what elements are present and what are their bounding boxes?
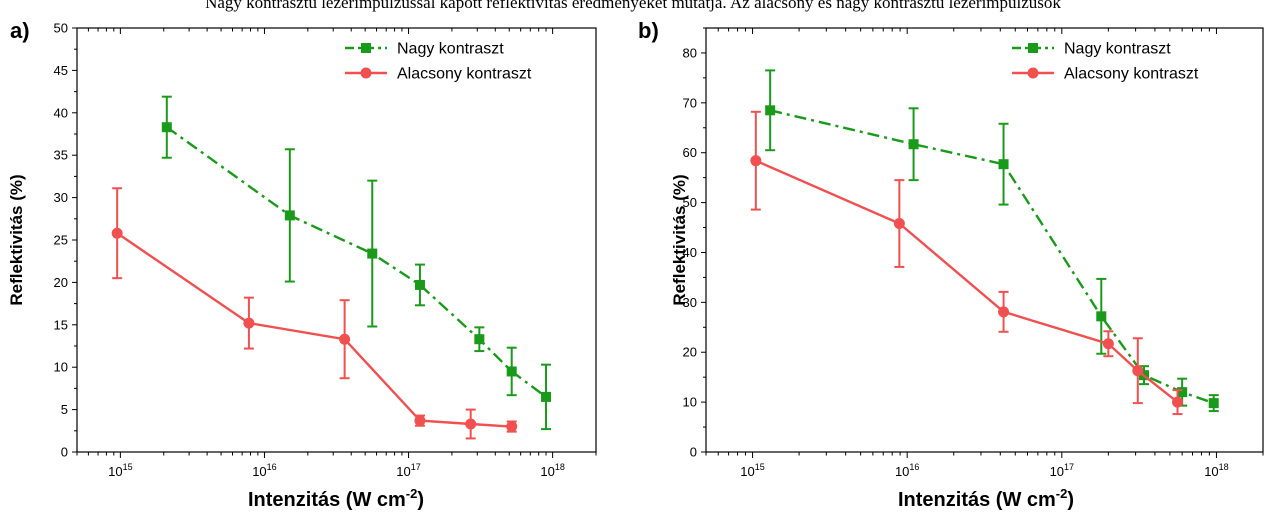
series-line-alacsony-kontraszt [755,159,1179,404]
data-point [1208,398,1219,409]
x-tick-label: 1015 [740,462,764,479]
data-point [998,306,1010,318]
data-point [1172,396,1184,408]
panel-label: a) [10,18,30,43]
data-point [465,418,477,430]
x-tick-label-base: 10 [108,464,122,479]
x-axis-title-end: ) [417,489,424,511]
legend-label: Nagy kontraszt [397,41,504,58]
data-point [474,334,485,345]
x-tick-label-exponent: 16 [267,462,277,472]
plot-frame [705,27,1264,453]
x-tick-label: 1016 [895,462,919,479]
x-tick-label-base: 10 [252,464,266,479]
y-tick-label: 25 [54,233,68,248]
x-tick-label-exponent: 15 [755,462,765,472]
x-axis-title-end: ) [1067,489,1074,511]
x-tick-label-exponent: 17 [1064,462,1074,472]
x-tick-label-exponent: 18 [1219,462,1229,472]
y-tick-label: 20 [54,275,68,290]
y-tick-label: 10 [54,360,68,375]
data-point [1132,365,1144,377]
x-tick-label-base: 10 [1204,464,1218,479]
data-point [750,155,762,167]
series-line-nagy-kontraszt [769,109,1215,405]
x-tick-label-base: 10 [740,464,754,479]
data-point [765,105,776,116]
y-tick-label: 35 [54,148,68,163]
x-tick-label: 1018 [540,462,564,479]
y-tick-label: 80 [683,45,697,60]
x-tick-label: 1015 [108,462,132,479]
data-point [1096,311,1107,322]
y-tick-label: 40 [54,105,68,120]
y-tick-label: 20 [683,345,697,360]
y-tick-label: 45 [54,63,68,78]
x-tick-label: 1016 [252,462,276,479]
x-tick-label-base: 10 [540,464,554,479]
y-tick-label: 70 [683,95,697,110]
legend-marker [1028,43,1038,53]
data-point [1177,387,1188,398]
legend-label: Alacsony kontraszt [1064,66,1199,83]
x-tick-label-base: 10 [895,464,909,479]
panel-label: b) [638,18,659,43]
x-tick-label: 1017 [1050,462,1074,479]
data-point [414,415,426,427]
data-point [506,421,518,433]
x-tick-label-exponent: 16 [909,462,919,472]
data-point [367,248,378,259]
y-tick-label: 50 [54,21,68,36]
series-line-alacsony-kontraszt [116,232,512,428]
x-axis-title-main: Intenzitás (W cm [898,489,1056,511]
x-axis-title-main: Intenzitás (W cm [248,489,406,511]
x-tick-label-base: 10 [1050,464,1064,479]
legend-marker [1027,67,1039,79]
data-point [161,122,172,133]
y-tick-label: 15 [54,317,68,332]
x-tick-label-base: 10 [396,464,410,479]
x-tick-label: 1017 [396,462,420,479]
data-point [908,139,919,150]
data-point [339,333,351,345]
header-text-fragment: Nagy kontrasztú lézerimpulzussal kapott … [205,0,1061,12]
legend-marker [361,43,371,53]
y-tick-label: 30 [54,190,68,205]
data-point [506,366,517,377]
x-axis-title: Intenzitás (W cm-2) [898,486,1074,511]
x-axis-title-superscript: -2 [406,486,418,501]
x-axis-title-superscript: -2 [1056,486,1068,501]
y-tick-label: 30 [683,295,697,310]
y-tick-label: 10 [683,395,697,410]
legend-label: Alacsony kontraszt [397,66,532,83]
data-point [893,218,905,230]
y-tick-label: 50 [683,195,697,210]
data-point [998,159,1009,170]
data-point [414,279,425,290]
data-point [541,391,552,402]
y-tick-label: 40 [683,245,697,260]
data-point [284,210,295,221]
x-axis-title: Intenzitás (W cm-2) [248,486,424,511]
y-tick-label: 0 [690,445,697,460]
plot-frame [76,27,597,453]
x-tick-label-exponent: 17 [411,462,421,472]
x-tick-label: 1018 [1204,462,1228,479]
legend-label: Nagy kontraszt [1064,41,1171,58]
y-axis-title: Reflektivitás (%) [670,174,689,305]
legend-marker [360,67,372,79]
y-tick-label: 60 [683,145,697,160]
x-tick-label-exponent: 18 [555,462,565,472]
data-point [243,317,255,329]
x-tick-label-exponent: 15 [123,462,133,472]
series-line-nagy-kontraszt [166,126,547,398]
data-point [111,227,123,239]
y-tick-label: 0 [61,445,68,460]
data-point [1102,338,1114,350]
y-axis-title: Reflektivitás (%) [7,174,26,305]
y-tick-label: 5 [61,402,68,417]
